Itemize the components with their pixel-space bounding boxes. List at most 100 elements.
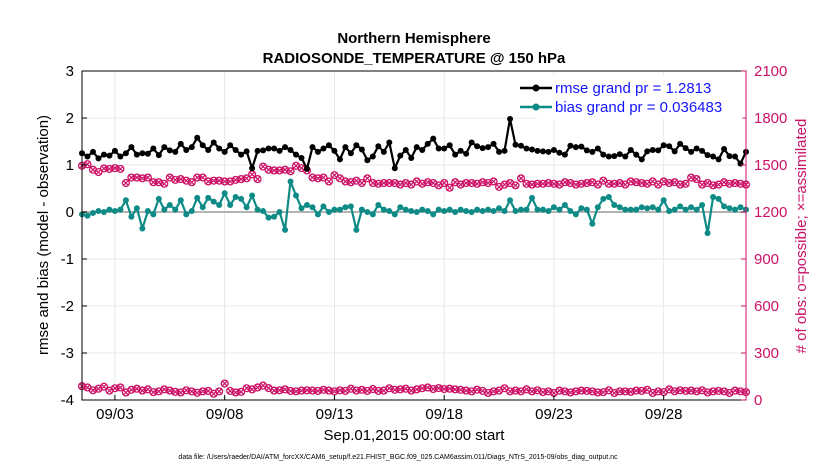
y-tick-label: 3	[66, 63, 74, 80]
series-bias-point	[320, 203, 327, 210]
obs-assimilated-point	[297, 386, 306, 395]
obs-possible-point	[522, 179, 531, 188]
obs-possible-cross	[325, 178, 333, 185]
series-rmse-point	[309, 144, 316, 151]
obs-possible-cross	[117, 165, 124, 173]
series-bias-point	[677, 203, 684, 210]
series-bias-point	[303, 201, 310, 208]
series-bias-point	[666, 208, 673, 215]
series-rmse-point	[380, 148, 387, 155]
series-rmse-point	[611, 153, 618, 160]
series-bias-point	[232, 193, 239, 200]
obs-assimilated-cross	[117, 384, 124, 391]
series-rmse-point	[227, 142, 234, 149]
series-bias-point	[166, 201, 173, 208]
obs-assimilated-point	[637, 386, 646, 395]
series-bias-point	[512, 208, 519, 215]
series-bias-point	[150, 211, 157, 218]
series-rmse-point	[507, 115, 514, 122]
series-bias-point	[309, 204, 316, 211]
series-bias-point	[413, 209, 420, 215]
axis-layer: -4 -3 -2 -1 0 1 2 3 0 300 600 900 1200 1500 1800 2100 09…	[61, 63, 788, 423]
series-bias-point	[715, 195, 722, 202]
obs-assimilated-point	[286, 386, 295, 395]
series-rmse-point	[325, 142, 332, 149]
obs-possible-point	[467, 178, 476, 188]
series-bias-point	[254, 206, 261, 213]
obs-assimilated-point	[593, 388, 602, 397]
y2-axis-label: # of obs: o=possible; ×=assimilated	[793, 119, 810, 354]
obs-assimilated-point	[302, 386, 312, 395]
series-rmse-point	[688, 148, 695, 155]
series-bias-point	[726, 205, 733, 212]
series-bias-point	[490, 208, 497, 215]
series-rmse-point	[671, 148, 678, 155]
obs-assimilated-point	[357, 385, 366, 394]
series-rmse-point	[512, 141, 519, 148]
series-rmse-point	[441, 145, 448, 152]
series-bias-point	[523, 206, 530, 213]
obs-possible-cross	[210, 177, 217, 184]
obs-possible-point	[385, 178, 394, 188]
series-bias-point	[128, 213, 135, 220]
series-rmse-point	[172, 148, 179, 155]
series-bias-point	[430, 211, 437, 218]
series-bias-point	[441, 208, 448, 215]
obs-possible-cross	[161, 180, 168, 188]
obs-assimilated-point	[577, 386, 586, 395]
obs-assimilated-point	[560, 387, 569, 396]
obs-possible-point	[604, 179, 613, 188]
series-bias-point	[282, 226, 289, 233]
series-bias-point	[375, 201, 382, 208]
obs-possible-cross	[693, 175, 700, 183]
obs-assimilated-point	[571, 387, 580, 396]
series-rmse-point	[216, 145, 223, 152]
obs-possible-point	[665, 178, 674, 188]
series-rmse-point	[413, 144, 420, 151]
obs-possible-cross	[188, 179, 195, 186]
y-tick-label: 2	[66, 110, 74, 127]
obs-possible-point	[116, 164, 125, 173]
obs-assimilated-point	[291, 387, 301, 396]
obs-possible-point	[324, 177, 333, 186]
obs-possible-point	[313, 174, 323, 183]
series-bias-point	[100, 209, 107, 215]
obs-possible-point	[610, 179, 619, 188]
obs-possible-cross	[462, 179, 470, 187]
obs-possible-cross	[287, 168, 294, 175]
series-rmse-point	[627, 146, 634, 153]
series-bias-point	[710, 193, 717, 200]
obs-assimilated-point	[308, 386, 317, 395]
series-rmse-point	[485, 144, 492, 151]
y2-tick-label: 300	[754, 345, 779, 362]
obs-possible-point	[143, 173, 152, 182]
obs-possible-point	[549, 179, 558, 188]
series-bias-point	[528, 194, 535, 201]
obs-assimilated-point	[116, 383, 125, 392]
x-tick-label: 09/13	[316, 406, 354, 423]
series-bias-point	[133, 205, 140, 212]
y-axis-label: rmse and bias (model - observation)	[35, 115, 52, 355]
series-bias-point	[364, 209, 371, 215]
y2-tick-label: 1800	[754, 110, 787, 127]
series-rmse-point	[183, 146, 190, 153]
series-rmse-point	[287, 146, 294, 153]
series-bias-point	[572, 211, 579, 218]
obs-assimilated-point	[242, 384, 251, 393]
obs-possible-point	[374, 179, 383, 188]
series-rmse-point	[605, 153, 612, 160]
obs-assimilated-point	[670, 387, 679, 396]
series-bias-point	[199, 204, 206, 211]
y-tick-label: 0	[66, 204, 74, 221]
obs-assimilated-point	[182, 386, 191, 395]
series-bias-point	[369, 211, 376, 218]
obs-assimilated-point	[127, 385, 136, 394]
obs-possible-point	[237, 175, 246, 184]
obs-possible-cross	[386, 179, 393, 187]
obs-possible-cross	[512, 182, 519, 189]
series-bias-point	[155, 195, 162, 202]
obs-assimilated-point	[171, 387, 180, 396]
obs-possible-point	[286, 167, 295, 176]
obs-possible-cross	[128, 174, 135, 181]
